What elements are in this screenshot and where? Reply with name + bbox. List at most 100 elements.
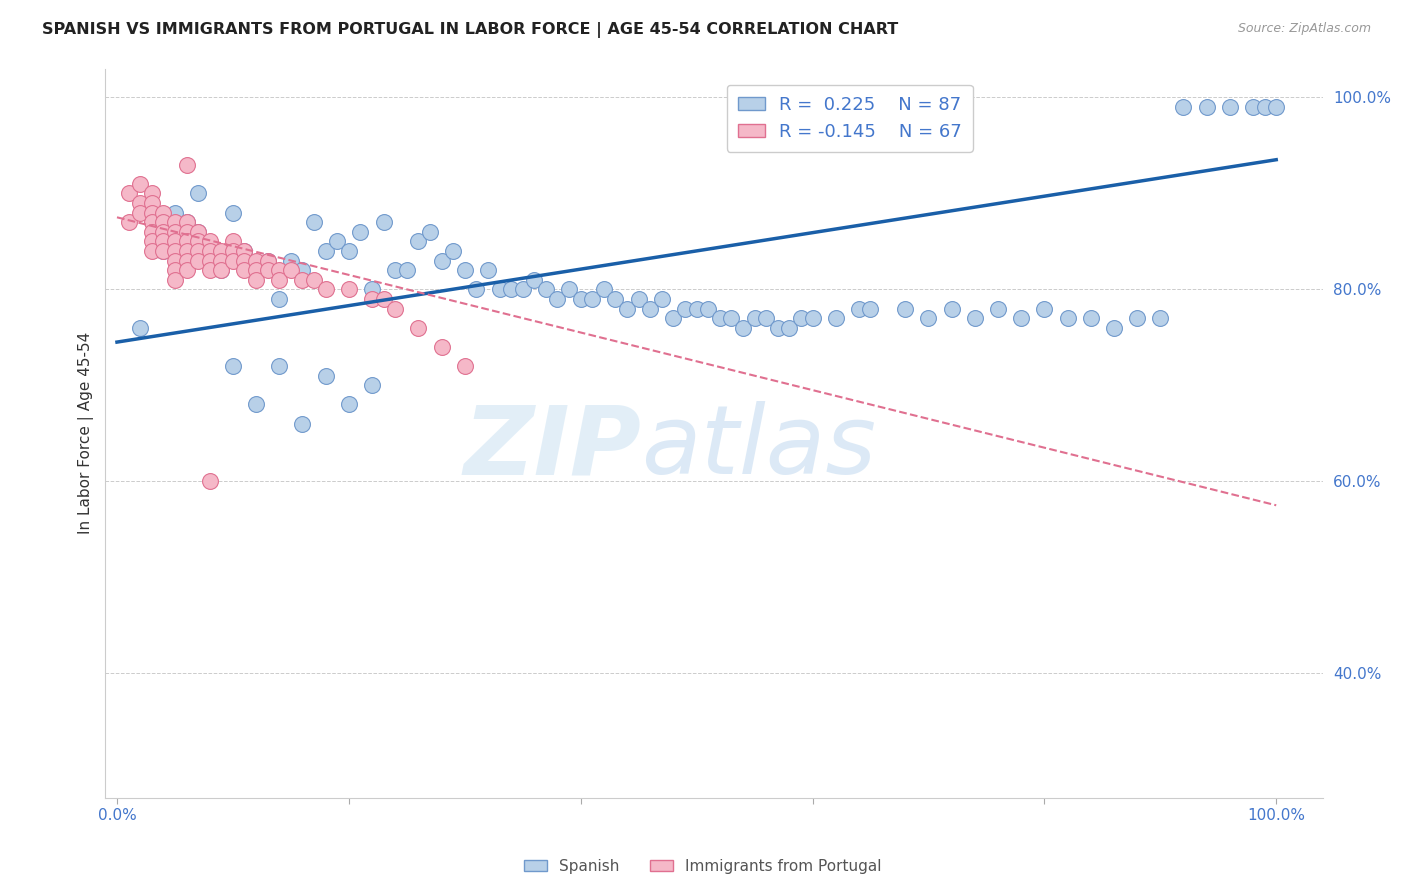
Point [501, 282, 523, 296]
Point [941, 301, 963, 316]
Point [187, 186, 209, 201]
Point [1056, 311, 1078, 326]
Point [163, 225, 186, 239]
Point [176, 244, 198, 258]
Point [534, 282, 557, 296]
Point [187, 235, 209, 249]
Point [1102, 320, 1125, 334]
Point [1195, 100, 1218, 114]
Point [187, 244, 209, 258]
Point [755, 311, 778, 326]
Text: SPANISH VS IMMIGRANTS FROM PORTUGAL IN LABOR FORCE | AGE 45-54 CORRELATION CHART: SPANISH VS IMMIGRANTS FROM PORTUGAL IN L… [42, 22, 898, 38]
Point [408, 235, 430, 249]
Point [222, 244, 245, 258]
Point [141, 225, 163, 239]
Point [163, 244, 186, 258]
Point [1241, 100, 1264, 114]
Point [176, 253, 198, 268]
Legend: Spanish, Immigrants from Portugal: Spanish, Immigrants from Portugal [517, 853, 889, 880]
Point [337, 397, 360, 411]
Point [222, 205, 245, 219]
Point [801, 311, 824, 326]
Point [176, 157, 198, 171]
Point [685, 301, 707, 316]
Point [163, 273, 186, 287]
Point [233, 253, 256, 268]
Point [198, 244, 221, 258]
Point [233, 244, 256, 258]
Point [848, 301, 870, 316]
Point [209, 263, 232, 277]
Point [269, 292, 291, 306]
Point [569, 292, 592, 306]
Point [1149, 311, 1171, 326]
Point [222, 359, 245, 373]
Point [245, 273, 267, 287]
Point [361, 378, 384, 392]
Point [209, 253, 232, 268]
Point [790, 311, 813, 326]
Point [731, 320, 754, 334]
Point [987, 301, 1010, 316]
Point [256, 253, 278, 268]
Point [152, 244, 174, 258]
Point [152, 244, 174, 258]
Point [512, 282, 534, 296]
Point [198, 475, 221, 489]
Point [141, 215, 163, 229]
Point [384, 301, 406, 316]
Point [152, 235, 174, 249]
Point [315, 244, 337, 258]
Point [291, 273, 314, 287]
Point [141, 205, 163, 219]
Point [558, 282, 581, 296]
Point [269, 273, 291, 287]
Point [744, 311, 766, 326]
Point [222, 235, 245, 249]
Point [454, 263, 477, 277]
Point [302, 215, 325, 229]
Legend: R =  0.225    N = 87, R = -0.145    N = 67: R = 0.225 N = 87, R = -0.145 N = 67 [727, 85, 973, 152]
Point [280, 263, 302, 277]
Point [269, 263, 291, 277]
Point [419, 225, 441, 239]
Point [917, 311, 939, 326]
Point [337, 244, 360, 258]
Point [1033, 301, 1056, 316]
Point [291, 417, 314, 431]
Point [523, 273, 546, 287]
Point [291, 263, 314, 277]
Point [315, 282, 337, 296]
Point [256, 253, 278, 268]
Point [337, 282, 360, 296]
Point [1010, 311, 1032, 326]
Point [163, 215, 186, 229]
Point [187, 225, 209, 239]
Point [408, 320, 430, 334]
Point [302, 273, 325, 287]
Point [163, 235, 186, 249]
Point [697, 301, 720, 316]
Point [163, 253, 186, 268]
Point [349, 225, 371, 239]
Point [963, 311, 986, 326]
Point [129, 195, 152, 210]
Point [280, 253, 302, 268]
Point [720, 311, 742, 326]
Point [256, 263, 278, 277]
Point [1126, 311, 1149, 326]
Point [581, 292, 603, 306]
Point [373, 292, 395, 306]
Point [198, 244, 221, 258]
Point [233, 263, 256, 277]
Point [129, 320, 152, 334]
Point [1265, 100, 1288, 114]
Point [176, 235, 198, 249]
Point [361, 292, 384, 306]
Point [233, 244, 256, 258]
Point [488, 282, 510, 296]
Point [638, 301, 661, 316]
Point [152, 225, 174, 239]
Point [198, 253, 221, 268]
Point [616, 301, 638, 316]
